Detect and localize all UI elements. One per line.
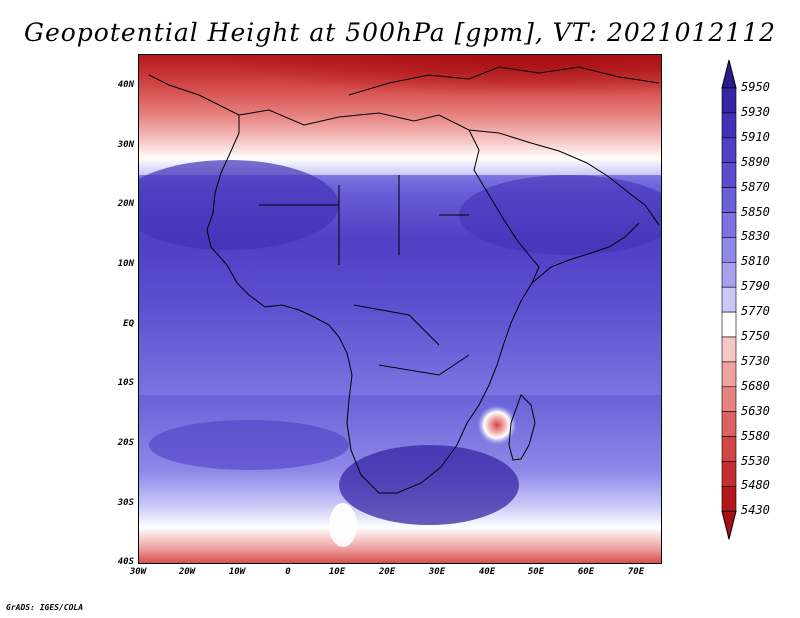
colorbar-label: 5790 — [741, 279, 770, 294]
lon-label-30e: 30E — [428, 567, 446, 577]
colorbar-swatch — [721, 361, 737, 388]
colorbar-bottom-arrow — [721, 510, 737, 540]
colorbar-swatch — [721, 237, 737, 263]
colorbar-swatch — [721, 87, 737, 114]
colorbar-swatch — [721, 386, 737, 412]
lon-label-60e: 60E — [577, 567, 595, 577]
colorbar-label: 5630 — [741, 403, 770, 418]
lat-label-30n: 30N — [117, 140, 134, 150]
lon-label-50e: 50E — [527, 567, 545, 577]
colorbar-label: 5480 — [741, 478, 770, 493]
lat-label-20s: 20S — [117, 438, 134, 448]
lon-label-40e: 40E — [478, 567, 496, 577]
contour-field — [139, 55, 661, 563]
colorbar-label: 5910 — [741, 129, 770, 144]
lon-label-10e: 10E — [328, 567, 346, 577]
lon-label-20w: 20W — [178, 567, 196, 577]
colorbar-label: 5890 — [741, 154, 770, 169]
lat-label-eq: EQ — [123, 319, 134, 329]
geopotential-map — [138, 54, 662, 564]
colorbar-swatch — [721, 137, 737, 164]
lon-label-30w: 30W — [129, 567, 147, 577]
colorbar-swatch — [721, 112, 737, 139]
coastline-outline — [148, 66, 660, 494]
colorbar-label: 5810 — [741, 254, 770, 269]
lat-label-10s: 10S — [117, 378, 134, 388]
colorbar-label: 5530 — [741, 453, 770, 468]
colorbar-label: 5870 — [741, 179, 770, 194]
colorbar-label: 5430 — [741, 503, 770, 518]
lon-label-20e: 20E — [378, 567, 396, 577]
colorbar-swatch — [721, 162, 737, 188]
lon-label-70e: 70E — [627, 567, 645, 577]
colorbar-label: 5950 — [741, 80, 770, 94]
lon-label-0: 0 — [285, 567, 291, 577]
colorbar-label: 5730 — [741, 353, 770, 368]
colorbar-label: 5830 — [741, 229, 770, 244]
colorbar — [721, 59, 737, 540]
lat-label-10n: 10N — [117, 259, 134, 269]
colorbar-label: 5770 — [741, 304, 770, 319]
colorbar-swatch — [721, 286, 737, 313]
lat-label-30s: 30S — [117, 498, 134, 508]
lat-label-20n: 20N — [117, 199, 134, 209]
map-title: Geopotential Height at 500hPa [gpm], VT:… — [23, 18, 777, 47]
colorbar-label: 5930 — [741, 104, 770, 119]
colorbar-swatch — [721, 461, 737, 487]
colorbar-swatch — [721, 187, 737, 213]
colorbar-swatch — [721, 486, 737, 512]
colorbar-label: 5750 — [741, 329, 770, 343]
colorbar-label: 5580 — [741, 428, 770, 443]
colorbar-swatch — [721, 212, 737, 238]
colorbar-swatch — [721, 336, 737, 363]
credit-text: GrADS: IGES/COLA — [6, 603, 84, 612]
colorbar-swatch — [721, 436, 737, 462]
colorbar-swatch — [721, 411, 737, 437]
lat-label-40s: 40S — [117, 557, 134, 567]
lon-label-10w: 10W — [228, 567, 246, 577]
lat-label-40n: 40N — [117, 80, 134, 90]
colorbar-swatch — [721, 262, 737, 288]
colorbar-label: 5850 — [741, 204, 770, 219]
colorbar-swatch — [721, 311, 737, 338]
colorbar-label: 5680 — [741, 378, 770, 393]
colorbar-top-arrow — [721, 59, 737, 89]
